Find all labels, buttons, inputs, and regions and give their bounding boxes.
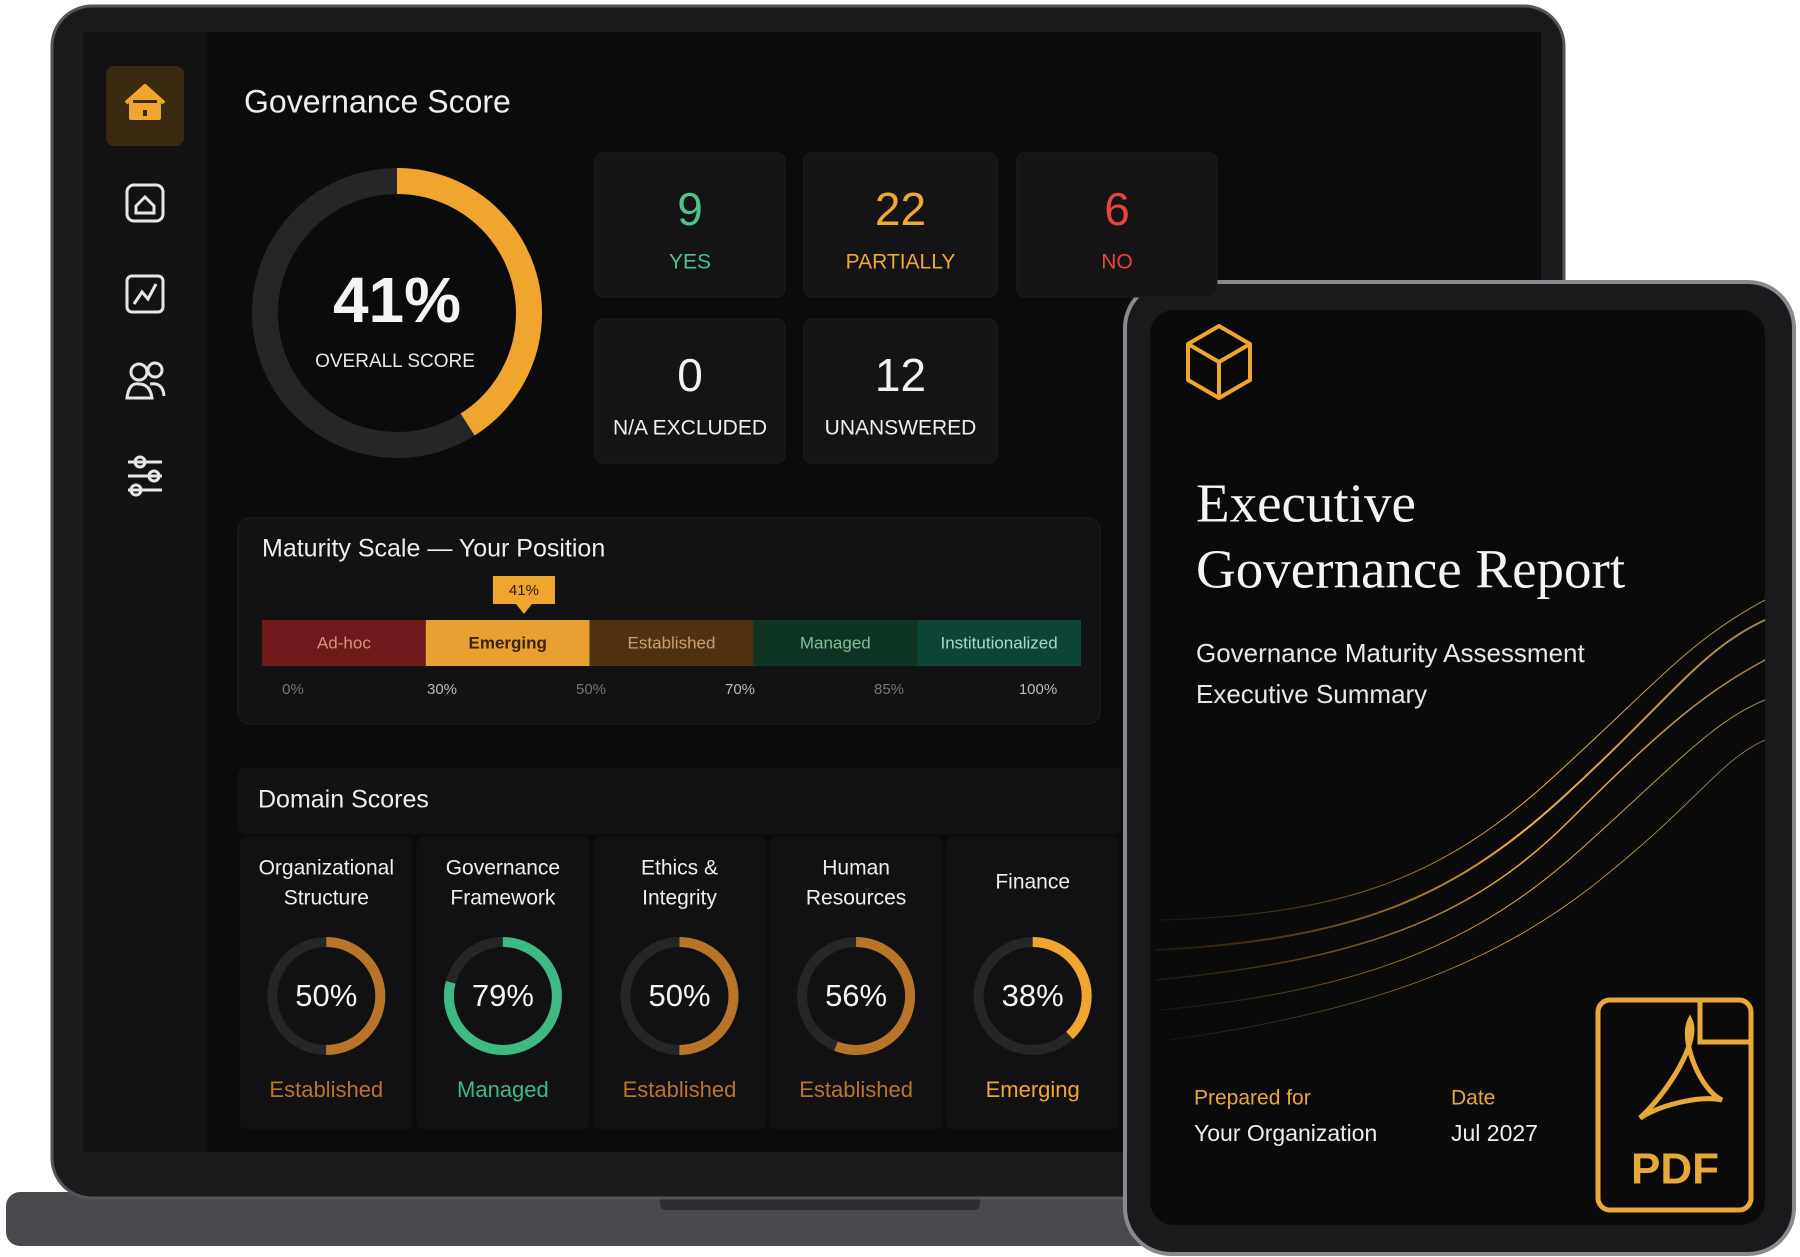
ring-arc [252, 168, 542, 458]
segment-label: Established [628, 633, 716, 652]
position-label: 41% [509, 582, 539, 599]
scale-segment [753, 620, 918, 666]
position-marker [492, 576, 555, 614]
domain-level: Established [623, 1077, 737, 1102]
home-icon [124, 84, 166, 120]
scale-tick-label: 100% [1019, 681, 1057, 698]
domain-name: Resources [806, 887, 906, 910]
nav-icon[interactable] [125, 183, 165, 223]
stat-label: NO [1101, 251, 1133, 274]
stat-value: 22 [875, 183, 926, 235]
scale-segment [589, 620, 754, 666]
stat-card [594, 152, 786, 298]
domain-score: 50% [295, 978, 357, 1013]
domain-name: Organizational [259, 857, 394, 880]
segment-label: Ad-hoc [317, 633, 371, 652]
scale-tick-label: 0% [282, 681, 304, 698]
date-value: Jul 2027 [1451, 1120, 1538, 1146]
stat-card [594, 318, 786, 464]
stat-card [803, 152, 998, 298]
domain-name: Integrity [642, 887, 717, 910]
prepared-value: Your Organization [1194, 1120, 1377, 1146]
domain-name: Structure [284, 887, 369, 910]
prepared-label: Prepared for [1194, 1087, 1311, 1110]
page-title: Governance Score [244, 83, 511, 119]
scale-tick-label: 30% [427, 681, 457, 698]
domain-name: Framework [450, 887, 556, 910]
maturity-title: Maturity Scale — Your Position [262, 535, 605, 563]
domain-score: 79% [472, 978, 534, 1013]
domain-card [946, 837, 1119, 1129]
domain-name: Ethics & [641, 857, 718, 880]
stat-value: 0 [677, 349, 703, 401]
date-label: Date [1451, 1087, 1495, 1110]
report-subtitle: Executive Summary [1196, 679, 1427, 709]
segment-label: Emerging [468, 633, 546, 652]
domain-level: Established [799, 1077, 913, 1102]
scale-segment [917, 620, 1081, 666]
segment-label: Managed [800, 633, 871, 652]
stat-label: PARTIALLY [846, 251, 956, 274]
stat-value: 6 [1104, 183, 1130, 235]
domain-card [240, 837, 413, 1129]
stat-label: YES [669, 251, 711, 274]
segment-label: Institutionalized [941, 633, 1058, 652]
stat-label: N/A EXCLUDED [613, 417, 767, 440]
domain-level: Established [269, 1077, 383, 1102]
nav-icon[interactable] [125, 274, 165, 314]
scale-segment [262, 620, 426, 666]
stat-value: 12 [875, 349, 926, 401]
domain-card [593, 837, 766, 1129]
domain-header [238, 768, 1121, 834]
domain-title: Domain Scores [258, 786, 429, 814]
report-logo [1186, 324, 1252, 400]
ring-arc [267, 937, 386, 1055]
stat-card [803, 318, 998, 464]
gold-wave [1154, 599, 1766, 1041]
pdf-fold [1697, 1000, 1751, 1045]
ring-arc [797, 937, 916, 1055]
sidebar-icons [125, 183, 166, 497]
stat-label: UNANSWERED [825, 417, 977, 440]
pdf-label: PDF [1631, 1145, 1719, 1194]
domain-level: Emerging [986, 1077, 1080, 1102]
domain-score: 38% [1002, 978, 1064, 1013]
stat-card [1016, 152, 1218, 298]
ring-arc [620, 937, 739, 1055]
laptop-base [6, 1192, 1156, 1246]
scale-tick-label: 70% [725, 681, 755, 698]
stat-value: 9 [677, 183, 703, 235]
ring-arc [443, 937, 562, 1055]
overall-score: 41% [333, 264, 461, 336]
ring-arc [973, 937, 1092, 1055]
domain-name: Governance [446, 857, 560, 880]
tablet-screen [1150, 310, 1765, 1225]
domain-name: Human [822, 857, 890, 880]
report-title: Executive [1196, 473, 1416, 534]
sidebar [83, 32, 207, 1152]
pdf-symbol [1638, 1014, 1724, 1121]
domain-card [769, 837, 943, 1129]
report-title: Governance Report [1196, 539, 1625, 600]
report-subtitle: Governance Maturity Assessment [1196, 638, 1585, 668]
scale-tick-label: 50% [576, 681, 606, 698]
domain-name: Finance [995, 871, 1070, 894]
scale-segment [425, 620, 590, 666]
scale-tick-label: 85% [874, 681, 904, 698]
domain-level: Managed [457, 1077, 549, 1102]
domain-score: 56% [825, 978, 887, 1013]
domain-score: 50% [648, 978, 710, 1013]
overall-caption: OVERALL SCORE [315, 351, 475, 372]
pdf-icon [1595, 997, 1754, 1213]
domain-card [416, 837, 590, 1129]
